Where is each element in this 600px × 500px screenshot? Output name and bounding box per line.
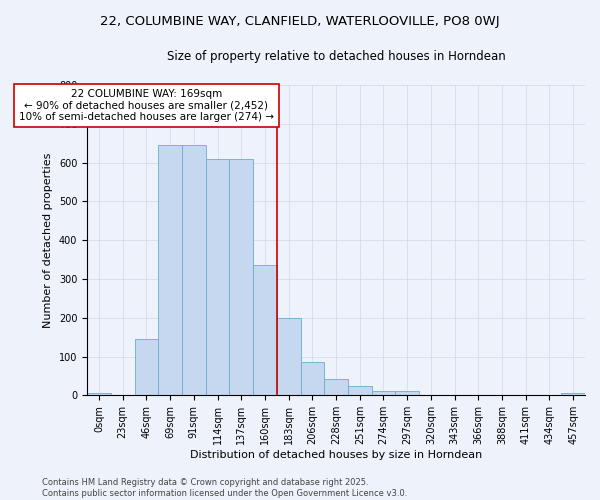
Bar xyxy=(206,158,229,396)
Bar xyxy=(182,145,206,396)
Bar xyxy=(87,394,111,396)
Title: Size of property relative to detached houses in Horndean: Size of property relative to detached ho… xyxy=(167,50,505,63)
Bar xyxy=(158,145,182,396)
Bar xyxy=(371,390,395,396)
X-axis label: Distribution of detached houses by size in Horndean: Distribution of detached houses by size … xyxy=(190,450,482,460)
Bar xyxy=(348,386,371,396)
Bar xyxy=(324,379,348,396)
Bar xyxy=(277,318,301,396)
Bar xyxy=(395,390,419,396)
Bar xyxy=(301,362,324,396)
Bar xyxy=(561,394,585,396)
Bar xyxy=(229,158,253,396)
Text: 22 COLUMBINE WAY: 169sqm
← 90% of detached houses are smaller (2,452)
10% of sem: 22 COLUMBINE WAY: 169sqm ← 90% of detach… xyxy=(19,89,274,122)
Text: Contains HM Land Registry data © Crown copyright and database right 2025.
Contai: Contains HM Land Registry data © Crown c… xyxy=(42,478,407,498)
Y-axis label: Number of detached properties: Number of detached properties xyxy=(43,152,53,328)
Bar xyxy=(253,264,277,396)
Bar xyxy=(134,339,158,396)
Text: 22, COLUMBINE WAY, CLANFIELD, WATERLOOVILLE, PO8 0WJ: 22, COLUMBINE WAY, CLANFIELD, WATERLOOVI… xyxy=(100,15,500,28)
